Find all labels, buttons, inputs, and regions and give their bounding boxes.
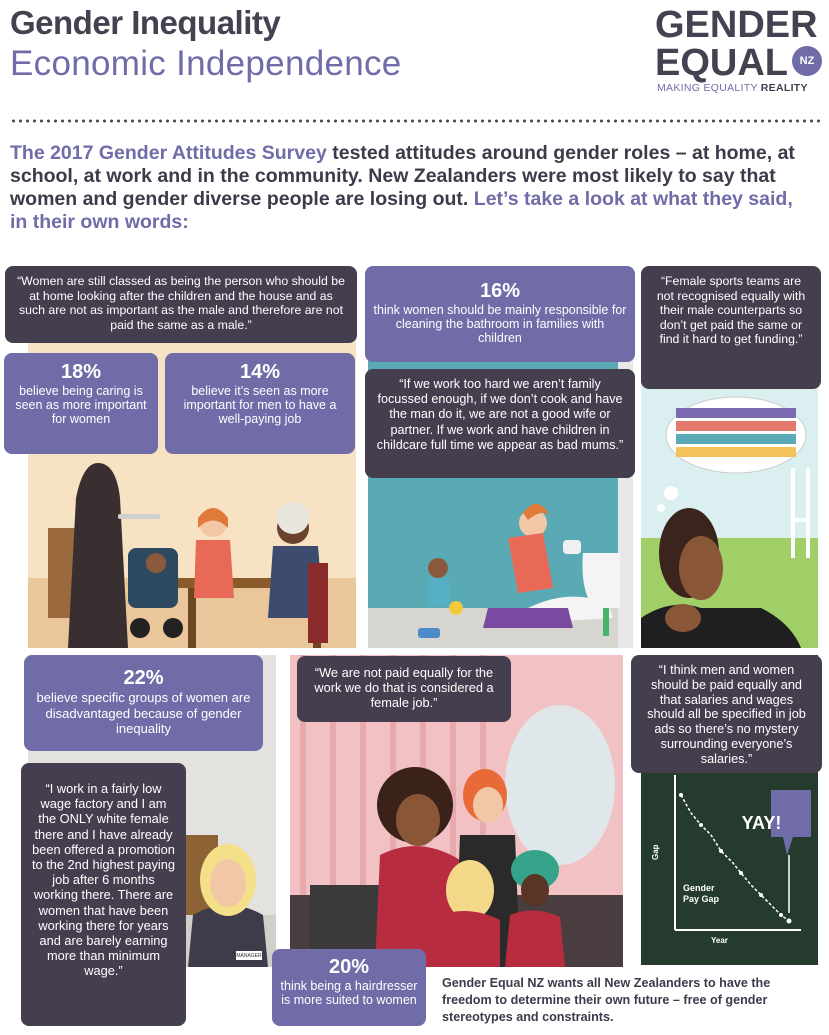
stat-well-paying: 14% believe it’s seen as more important … [165, 353, 355, 454]
chalk-gap-label: Gap [651, 844, 660, 860]
stat-caring-text: believe being caring is seen as more imp… [15, 384, 147, 426]
stat-hairdresser-text: think being a hairdresser is more suited… [280, 979, 418, 1007]
stat-bathroom: 16% think women should be mainly respons… [365, 266, 635, 362]
intro-text: tested attitudes around gender roles – a… [10, 142, 795, 210]
stat-specific-groups-pct: 22% [123, 667, 164, 689]
stat-well-paying-text: believe it’s seen as more important for … [183, 384, 337, 426]
quote-female-job: “We are not paid equally for the work we… [297, 656, 511, 722]
stat-specific-groups: 22% believe specific groups of women are… [24, 655, 263, 751]
manager-badge: MANAGER [236, 953, 262, 959]
stat-hairdresser-pct: 20% [328, 956, 370, 978]
stat-bathroom-pct: 16% [479, 280, 521, 302]
logo-line2: EQUAL [655, 42, 788, 84]
stat-caring: 18% believe being caring is seen as more… [4, 353, 158, 454]
chalk-paygap-label: Gender Pay Gap [683, 883, 720, 904]
quote-salaries-ads: “I think men and women should be paid eq… [631, 655, 822, 773]
logo-nz-badge: NZ [792, 46, 822, 76]
stat-hairdresser: 20% think being a hairdresser is more su… [272, 949, 426, 1026]
stat-bathroom-text: think women should be mainly responsible… [373, 303, 627, 345]
stat-caring-pct: 18% [60, 361, 102, 383]
page-title: Gender Inequality [10, 4, 281, 41]
cafe-illustration [28, 463, 356, 648]
stat-specific-groups-text: believe specific groups of women are dis… [36, 690, 251, 736]
paygap-chalk-chart [674, 775, 811, 931]
quote-sports-teams: “Female sports teams are not recognised … [641, 266, 821, 389]
logo-line1: GENDER [655, 4, 818, 46]
footer-statement: Gender Equal NZ wants all New Zealanders… [442, 976, 771, 1024]
chalk-year-label: Year [711, 936, 728, 945]
intro-highlight: The 2017 Gender Attitudes Survey [10, 142, 327, 164]
page-subtitle: Economic Independence [10, 44, 402, 83]
intro-call-to-read: Let’s take a look at what they said, in … [10, 188, 793, 233]
quote-home-role: “Women are still classed as being the pe… [5, 266, 357, 343]
rugby-illustration [641, 396, 818, 648]
quote-bad-mums: “If we work too hard we aren’t family fo… [365, 369, 635, 478]
quote-factory: “I work in a fairly low wage factory and… [21, 763, 186, 1026]
logo-tagline: MAKING EQUALITY REALITY [657, 82, 808, 94]
yay-label: YAY! [741, 813, 782, 833]
dotted-divider [10, 118, 822, 124]
stat-well-paying-pct: 14% [239, 361, 281, 383]
intro-paragraph: The 2017 Gender Attitudes Survey tested … [10, 142, 810, 234]
gender-equal-logo: GENDER EQUAL NZ MAKING EQUALITY REALITY [655, 6, 825, 96]
